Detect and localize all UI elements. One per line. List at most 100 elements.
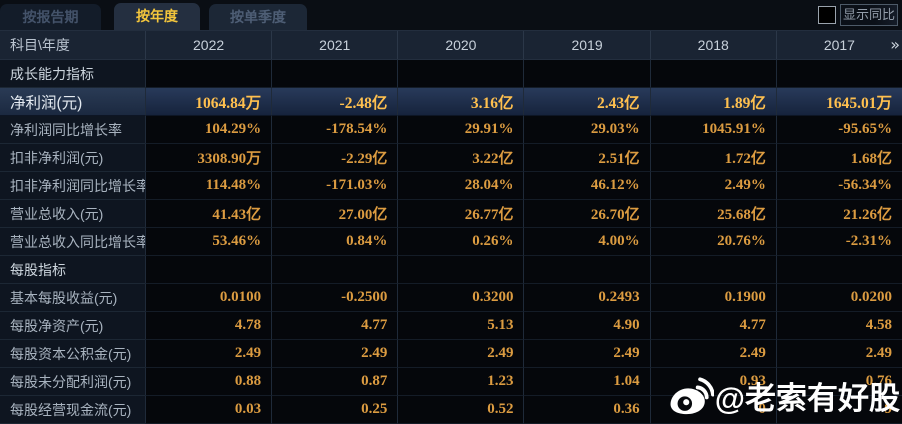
- table-cell: -2.31%: [775, 228, 902, 256]
- tab-by-quarter[interactable]: 按单季度: [209, 4, 307, 30]
- table-cell: 0.93: [649, 368, 776, 396]
- table-cell: 1064.84万: [145, 88, 272, 116]
- table-cell: -95.65%: [775, 116, 902, 144]
- table-row[interactable]: 扣非净利润(元) 3308.90万 -2.29亿 3.22亿 2.51亿 1.7…: [0, 144, 902, 172]
- table-row[interactable]: 净利润同比增长率 104.29% -178.54% 29.91% 29.03% …: [0, 116, 902, 144]
- table-cell: 2.49: [145, 340, 272, 368]
- table-cell: 9: [775, 396, 902, 424]
- table-header: 科目\年度 2022 2021 2020 2019 2018 2017 »: [0, 30, 902, 60]
- table-cell: 104.29%: [145, 116, 272, 144]
- table-row[interactable]: 营业总收入(元) 41.43亿 27.00亿 26.77亿 26.70亿 25.…: [0, 200, 902, 228]
- table-cell: 0.1900: [649, 284, 776, 312]
- table-cell: 29.03%: [523, 116, 650, 144]
- tab-by-report-period[interactable]: 按报告期: [0, 4, 101, 30]
- table-cell: 4.90: [523, 312, 650, 340]
- row-label: 净利润同比增长率: [0, 116, 145, 144]
- table-cell: 2.49: [523, 340, 650, 368]
- table-cell: 0.0100: [145, 284, 272, 312]
- table-cell: 41.43亿: [145, 200, 272, 228]
- table-cell: -2.48亿: [271, 88, 398, 116]
- row-label: 基本每股收益(元): [0, 284, 145, 312]
- table-cell: [145, 60, 272, 88]
- table-cell: 0.26%: [397, 228, 524, 256]
- row-label: 扣非净利润同比增长率: [0, 172, 145, 200]
- table-cell: 0.25: [271, 396, 398, 424]
- table-row[interactable]: 每股净资产(元) 4.78 4.77 5.13 4.90 4.77 4.58: [0, 312, 902, 340]
- year-header: 2017: [775, 31, 902, 59]
- table-cell: 0.3200: [397, 284, 524, 312]
- table-cell: -0.2500: [271, 284, 398, 312]
- table-cell: [271, 60, 398, 88]
- table-section-row: 成长能力指标: [0, 60, 902, 88]
- year-header: 2018: [649, 31, 776, 59]
- table-cell: 53.46%: [145, 228, 272, 256]
- show-yoy-button[interactable]: 显示同比: [840, 4, 898, 26]
- row-label: 扣非净利润(元): [0, 144, 145, 172]
- row-label: 每股经营现金流(元): [0, 396, 145, 424]
- table-row[interactable]: 每股经营现金流(元) 0.03 0.25 0.52 0.36 0 9: [0, 396, 902, 424]
- table-section-row: 每股指标: [0, 256, 902, 284]
- table-cell: 28.04%: [397, 172, 524, 200]
- corner-header: 科目\年度: [10, 37, 70, 53]
- table-cell: -2.29亿: [271, 144, 398, 172]
- table-cell: [397, 60, 524, 88]
- double-chevron-right-icon[interactable]: »: [890, 35, 900, 54]
- table-cell: 114.48%: [145, 172, 272, 200]
- table-cell: -56.34%: [775, 172, 902, 200]
- table-cell: 0.76: [775, 368, 902, 396]
- table-cell: 5.13: [397, 312, 524, 340]
- table-cell: 2.49: [649, 340, 776, 368]
- table-cell: 0.88: [145, 368, 272, 396]
- section-label: 每股指标: [0, 256, 145, 284]
- table-cell: 27.00亿: [271, 200, 398, 228]
- table-cell: 4.58: [775, 312, 902, 340]
- row-label: 净利润(元): [0, 88, 145, 116]
- table-cell: 26.70亿: [523, 200, 650, 228]
- row-label: 每股资本公积金(元): [0, 340, 145, 368]
- table-cell: 2.49: [397, 340, 524, 368]
- table-cell: 4.77: [271, 312, 398, 340]
- table-cell: 1.23: [397, 368, 524, 396]
- table-cell: 0.87: [271, 368, 398, 396]
- table-cell: 2.49: [775, 340, 902, 368]
- table-cell: [145, 256, 272, 284]
- tab-by-year[interactable]: 按年度: [114, 3, 200, 30]
- table-cell: 26.77亿: [397, 200, 524, 228]
- table-cell: 20.76%: [649, 228, 776, 256]
- table-cell: 2.51亿: [523, 144, 650, 172]
- table-cell: 46.12%: [523, 172, 650, 200]
- table-cell: [523, 256, 650, 284]
- year-header: 2020: [397, 31, 523, 59]
- table-cell: [271, 256, 398, 284]
- table-cell: 21.26亿: [775, 200, 902, 228]
- row-label: 每股未分配利润(元): [0, 368, 145, 396]
- section-label: 成长能力指标: [0, 60, 145, 88]
- table-row[interactable]: 每股资本公积金(元) 2.49 2.49 2.49 2.49 2.49 2.49: [0, 340, 902, 368]
- table-cell: 1.72亿: [649, 144, 776, 172]
- table-row[interactable]: 基本每股收益(元) 0.0100 -0.2500 0.3200 0.2493 0…: [0, 284, 902, 312]
- table-cell: 0.03: [145, 396, 272, 424]
- show-yoy-checkbox[interactable]: [818, 6, 836, 24]
- table-row[interactable]: 每股未分配利润(元) 0.88 0.87 1.23 1.04 0.93 0.76: [0, 368, 902, 396]
- table-cell: -178.54%: [271, 116, 398, 144]
- table-cell: [775, 256, 902, 284]
- table-cell: 2.49%: [649, 172, 776, 200]
- table-row[interactable]: 扣非净利润同比增长率 114.48% -171.03% 28.04% 46.12…: [0, 172, 902, 200]
- table-cell: 1645.01万: [775, 88, 902, 116]
- table-cell: 3308.90万: [145, 144, 272, 172]
- table-cell: 0.36: [523, 396, 650, 424]
- year-header: 2022: [145, 31, 271, 59]
- table-cell: 2.43亿: [523, 88, 650, 116]
- row-label: 营业总收入(元): [0, 200, 145, 228]
- table-cell: 1045.91%: [649, 116, 776, 144]
- table-cell: 29.91%: [397, 116, 524, 144]
- table-row-net-profit[interactable]: 净利润(元) 1064.84万 -2.48亿 3.16亿 2.43亿 1.89亿…: [0, 88, 902, 116]
- table-cell: 25.68亿: [649, 200, 776, 228]
- row-label: 每股净资产(元): [0, 312, 145, 340]
- table-cell: 0.52: [397, 396, 524, 424]
- table-cell: 0.0200: [775, 284, 902, 312]
- table-cell: 1.89亿: [649, 88, 776, 116]
- table-row[interactable]: 营业总收入同比增长率 53.46% 0.84% 0.26% 4.00% 20.7…: [0, 228, 902, 256]
- table-cell: [649, 60, 776, 88]
- table-cell: 0: [649, 396, 776, 424]
